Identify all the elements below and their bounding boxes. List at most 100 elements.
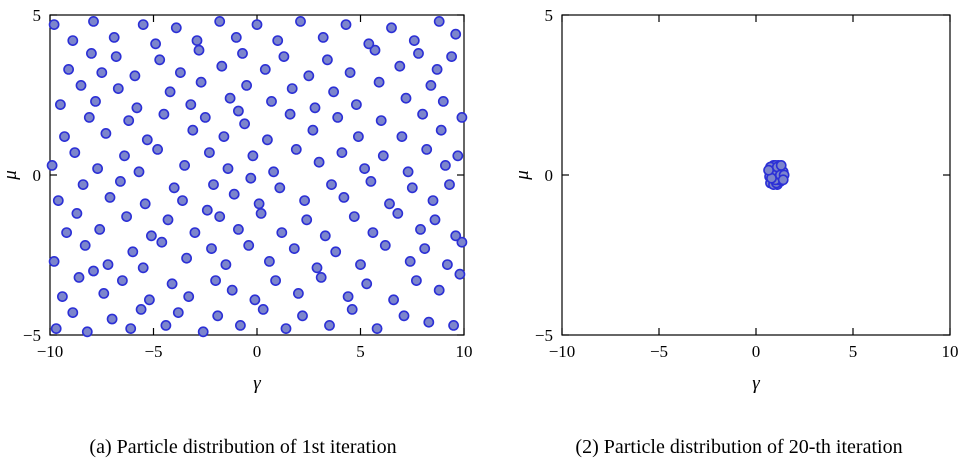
data-point bbox=[419, 243, 431, 254]
data-point bbox=[431, 64, 443, 75]
data-point bbox=[276, 227, 288, 238]
data-point bbox=[330, 246, 342, 258]
data-point bbox=[427, 195, 439, 206]
data-point bbox=[179, 159, 190, 171]
data-point bbox=[104, 191, 116, 203]
data-point bbox=[228, 188, 240, 200]
data-point bbox=[110, 51, 122, 62]
data-point bbox=[406, 182, 418, 194]
data-point bbox=[83, 112, 95, 123]
data-point bbox=[342, 291, 354, 302]
data-point bbox=[106, 313, 118, 325]
data-point bbox=[340, 19, 352, 30]
data-point bbox=[253, 198, 265, 210]
data-point bbox=[423, 316, 435, 328]
data-point bbox=[67, 35, 79, 46]
data-point bbox=[350, 99, 362, 110]
data-point bbox=[81, 326, 93, 338]
data-point bbox=[67, 307, 79, 318]
data-point bbox=[177, 195, 188, 206]
data-point bbox=[201, 204, 213, 216]
x-axis-label: γ bbox=[253, 373, 261, 394]
data-point bbox=[425, 80, 437, 91]
data-point bbox=[433, 284, 445, 296]
data-point bbox=[435, 124, 447, 136]
data-point bbox=[446, 51, 457, 62]
data-point bbox=[195, 76, 207, 88]
data-point bbox=[59, 131, 70, 142]
x-tick-label: 0 bbox=[752, 342, 761, 361]
data-point bbox=[183, 291, 195, 302]
data-point bbox=[46, 159, 58, 171]
data-point bbox=[429, 214, 441, 226]
data-point bbox=[433, 15, 445, 27]
data-point bbox=[280, 323, 292, 334]
data-point bbox=[369, 44, 381, 56]
data-point bbox=[187, 124, 199, 136]
data-point bbox=[321, 54, 333, 66]
data-point bbox=[437, 96, 449, 107]
data-point bbox=[311, 262, 323, 274]
data-point bbox=[288, 243, 300, 254]
data-point bbox=[384, 198, 395, 210]
data-point bbox=[121, 211, 132, 222]
data-point bbox=[313, 156, 325, 168]
data-point bbox=[55, 99, 66, 110]
data-point bbox=[388, 294, 399, 306]
figure-right: −10 −5 0 5 10 −5 0 5 γ μ (2) Particle distributio… bbox=[510, 4, 968, 459]
data-point bbox=[359, 163, 370, 174]
data-point bbox=[158, 108, 170, 120]
data-point bbox=[77, 179, 89, 190]
data-point bbox=[408, 35, 420, 46]
data-point bbox=[441, 259, 453, 270]
x-tick-label: 0 bbox=[253, 342, 262, 361]
data-point bbox=[355, 259, 366, 270]
data-point bbox=[203, 147, 215, 158]
x-tick-label: −10 bbox=[549, 342, 576, 361]
data-point bbox=[413, 48, 424, 59]
data-point bbox=[415, 223, 426, 235]
data-point bbox=[156, 236, 168, 248]
data-point bbox=[394, 60, 406, 72]
data-point bbox=[210, 275, 221, 286]
data-point bbox=[400, 92, 412, 104]
data-point bbox=[137, 262, 149, 274]
data-point bbox=[170, 22, 182, 34]
data-point bbox=[226, 284, 238, 296]
data-point bbox=[224, 92, 236, 104]
data-point bbox=[243, 239, 255, 251]
data-point bbox=[257, 303, 269, 315]
data-point bbox=[396, 131, 408, 142]
data-point bbox=[247, 150, 259, 162]
data-point bbox=[402, 166, 414, 178]
data-point bbox=[373, 76, 385, 88]
data-point bbox=[450, 28, 462, 40]
data-point bbox=[125, 323, 137, 334]
data-point bbox=[86, 48, 97, 59]
data-point bbox=[150, 38, 161, 50]
axes-box bbox=[561, 14, 951, 336]
data-point bbox=[63, 64, 74, 75]
data-point bbox=[346, 303, 358, 315]
data-point bbox=[119, 150, 130, 162]
data-point bbox=[270, 275, 281, 286]
data-point bbox=[237, 48, 248, 59]
data-point bbox=[166, 278, 178, 290]
data-point bbox=[232, 105, 244, 117]
data-point bbox=[255, 207, 267, 219]
data-point bbox=[448, 319, 459, 331]
data-point bbox=[139, 198, 151, 210]
data-point bbox=[145, 230, 157, 242]
data-point bbox=[222, 163, 234, 174]
x-tick-label: −10 bbox=[37, 342, 64, 361]
data-point bbox=[326, 179, 337, 190]
data-point bbox=[48, 19, 60, 30]
data-point bbox=[141, 134, 153, 146]
data-point bbox=[775, 159, 787, 171]
y-tick-label: −5 bbox=[535, 326, 553, 345]
data-point bbox=[206, 243, 217, 254]
y-tick-label: −5 bbox=[23, 326, 41, 345]
data-point bbox=[185, 99, 197, 110]
